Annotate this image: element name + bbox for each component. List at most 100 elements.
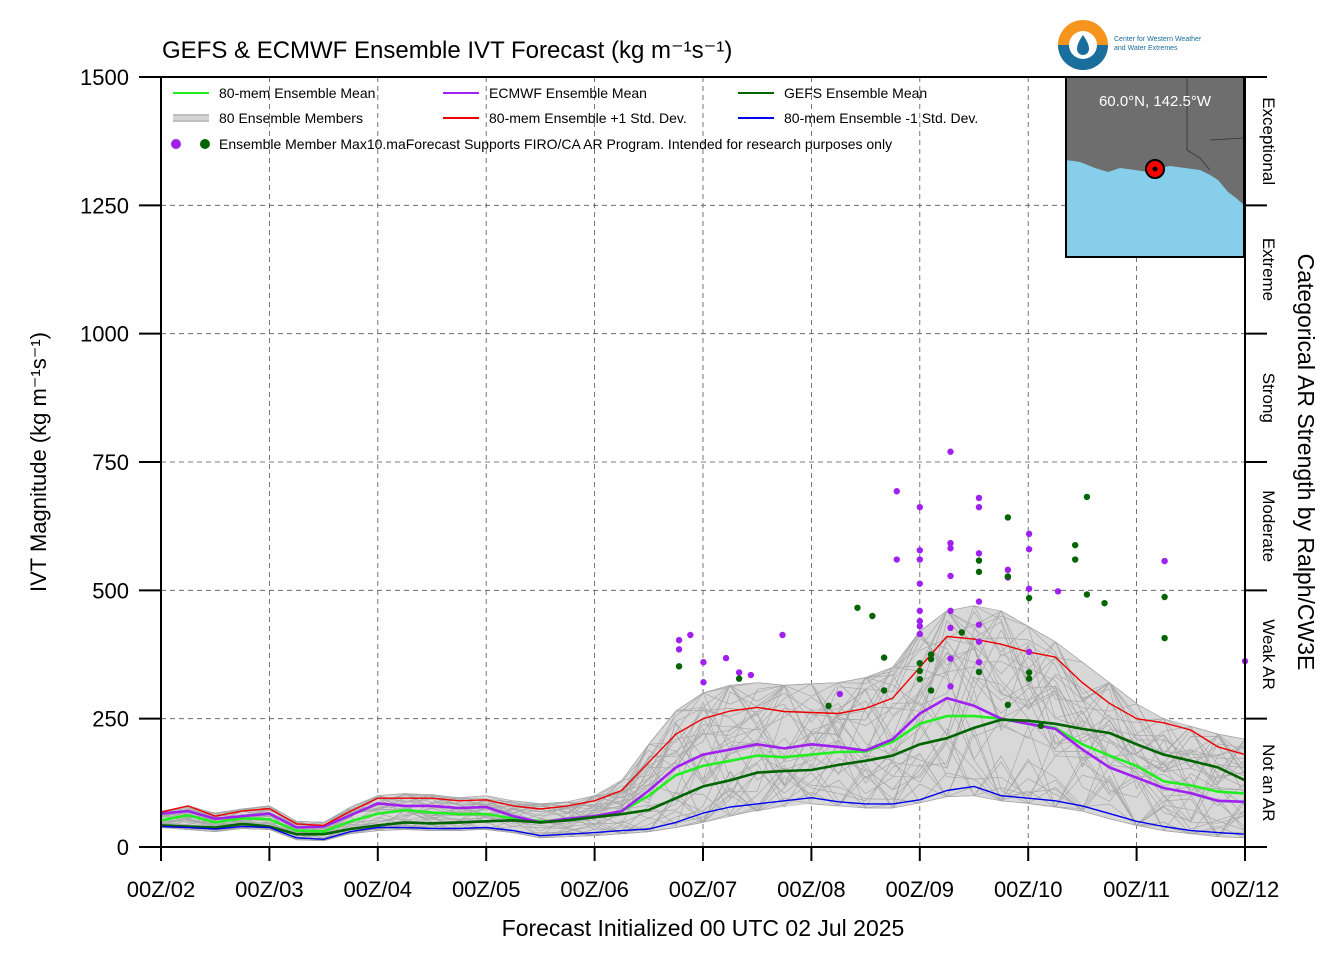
ecmwf-max-dot [916,630,923,638]
logo-name-line2: and Water Extremes [1114,45,1178,52]
ar-category-label: Moderate [1259,490,1278,562]
ecmwf-max-dot [947,655,954,662]
ar-category-label: Extreme [1259,238,1278,301]
envelope-band [161,605,1245,841]
gefs-max-dot [1004,573,1012,580]
gefs-max-dot [1025,669,1033,676]
legend-label: 80-mem Ensemble Mean [219,85,375,101]
legend-dot-ecmwf [171,139,181,149]
gefs-max-dot [927,655,935,663]
y-axis-label: IVT Magnitude (kg m⁻¹s⁻¹) [26,332,51,592]
x-tick-label: 00Z/11 [1103,877,1170,902]
x-tick-label: 00Z/09 [886,877,955,902]
ecmwf-max-dot [947,539,954,547]
x-tick-label: 00Z/08 [777,877,846,902]
ecmwf-max-dot [675,646,683,653]
ecmwf-max-dot [893,488,900,495]
member-spread-envelope [161,605,1245,841]
ensemble-member-line [160,621,1246,826]
ecmwf-max-dot [1025,530,1033,538]
map-borders [1186,77,1211,171]
gefs-max-dot [1004,514,1012,521]
ecmwf-max-dot [836,690,844,698]
gefs-max-dot [1004,701,1012,709]
ecmwf-max-dot [1004,566,1012,573]
ecmwf-max-dot [916,556,923,563]
gefs-max-dot [880,687,888,694]
gefs-max-dot [1083,591,1091,598]
ecmwf-max-dot [916,503,923,511]
ecmwf-max-dot [947,545,954,552]
ecmwf-max-dot [975,598,983,605]
gefs-max-dot [1101,599,1108,607]
ecmwf-max-dot [975,638,983,645]
legend: 80-mem Ensemble Mean ECMWF Ensemble Mean G… [171,85,978,152]
y-tick-label: 500 [92,578,129,603]
ensemble-member-line [160,610,1246,823]
ecmwf-max-dot [1054,588,1062,595]
ecmwf-max-dot [947,624,954,632]
ensemble-member-line [160,733,1246,841]
ecmwf-max-dot [747,671,755,679]
member-max-dots [675,448,1249,730]
x-tick-label: 00Z/10 [994,877,1063,902]
x-tick-label: 00Z/04 [344,877,413,902]
ar-category-label: Weak AR [1259,619,1278,690]
map-border-2 [1209,137,1245,141]
y-tick-label: 1500 [80,65,129,90]
ar-category-label: Exceptional [1259,97,1278,185]
y-tick-label: 250 [92,707,129,732]
gefs-max-dot [975,557,983,564]
ecmwf-max-dot [1161,557,1168,565]
gefs-max-dot [1025,675,1033,682]
x-tick-label: 00Z/03 [235,877,304,902]
ecmwf-max-dot [975,621,983,628]
ecmwf-max-dot [735,669,743,676]
gefs-max-dot [825,702,832,710]
ecmwf-max-dot [893,556,900,563]
ecmwf-max-dot [916,607,923,615]
gefs-max-dot [975,568,983,576]
ar-category-label: Not an AR [1259,744,1278,822]
x-tick-label: 00Z/02 [127,877,196,902]
ecmwf-max-dot [947,448,954,455]
logo-name-line1: Center for Western Weather [1114,36,1202,43]
gefs-max-dot [854,604,861,611]
ecmwf-max-dot [1025,546,1033,553]
gefs-max-dot [1161,634,1168,642]
map-frame [1065,76,1245,258]
ecmwf-max-dot [1025,585,1033,592]
legend-dot-gefs [200,139,210,149]
gefs-max-dot [927,687,935,694]
legend-label: 80-mem Ensemble +1 Std. Dev. [489,110,687,126]
ecmwf-max-dot [947,683,954,690]
legend-label: Ensemble Member Max10.maForecast Support… [219,136,892,152]
ensemble-member-lines [160,604,1246,842]
gefs-max-dot [975,668,983,676]
gefs-max-dot [675,663,683,670]
ecmwf-max-dot [916,623,923,630]
y-tick-label: 1000 [80,322,129,347]
ar-category-label: Strong [1259,373,1278,423]
ecmwf-max-dot [975,503,983,511]
series-lines [160,635,1246,840]
ecmwf-max-dot [687,631,694,639]
ecmwf-max-dot [916,547,923,554]
gefs-max-dot [916,667,923,675]
series-line [160,718,1246,836]
map-land [1066,77,1244,205]
tick-labels: 0 250 500 750 1000 1250 1500 00Z/02 00Z/03 00Z/04… [80,65,1279,902]
gefs-max-dot [1037,722,1045,730]
cw3e-logo: Center for Western Weather and Water Ext… [1058,20,1202,70]
right-axis-label: Categorical AR Strength by Ralph/CW3E [1293,254,1319,671]
ecmwf-max-dot [700,679,707,686]
series-line [160,635,1246,827]
legend-label: GEFS Ensemble Mean [784,85,927,101]
series-line [160,696,1246,829]
gefs-max-dot [1161,593,1168,601]
x-tick-label: 00Z/06 [560,877,629,902]
x-tick-label: 00Z/05 [452,877,521,902]
ecmwf-max-dot [975,659,983,666]
